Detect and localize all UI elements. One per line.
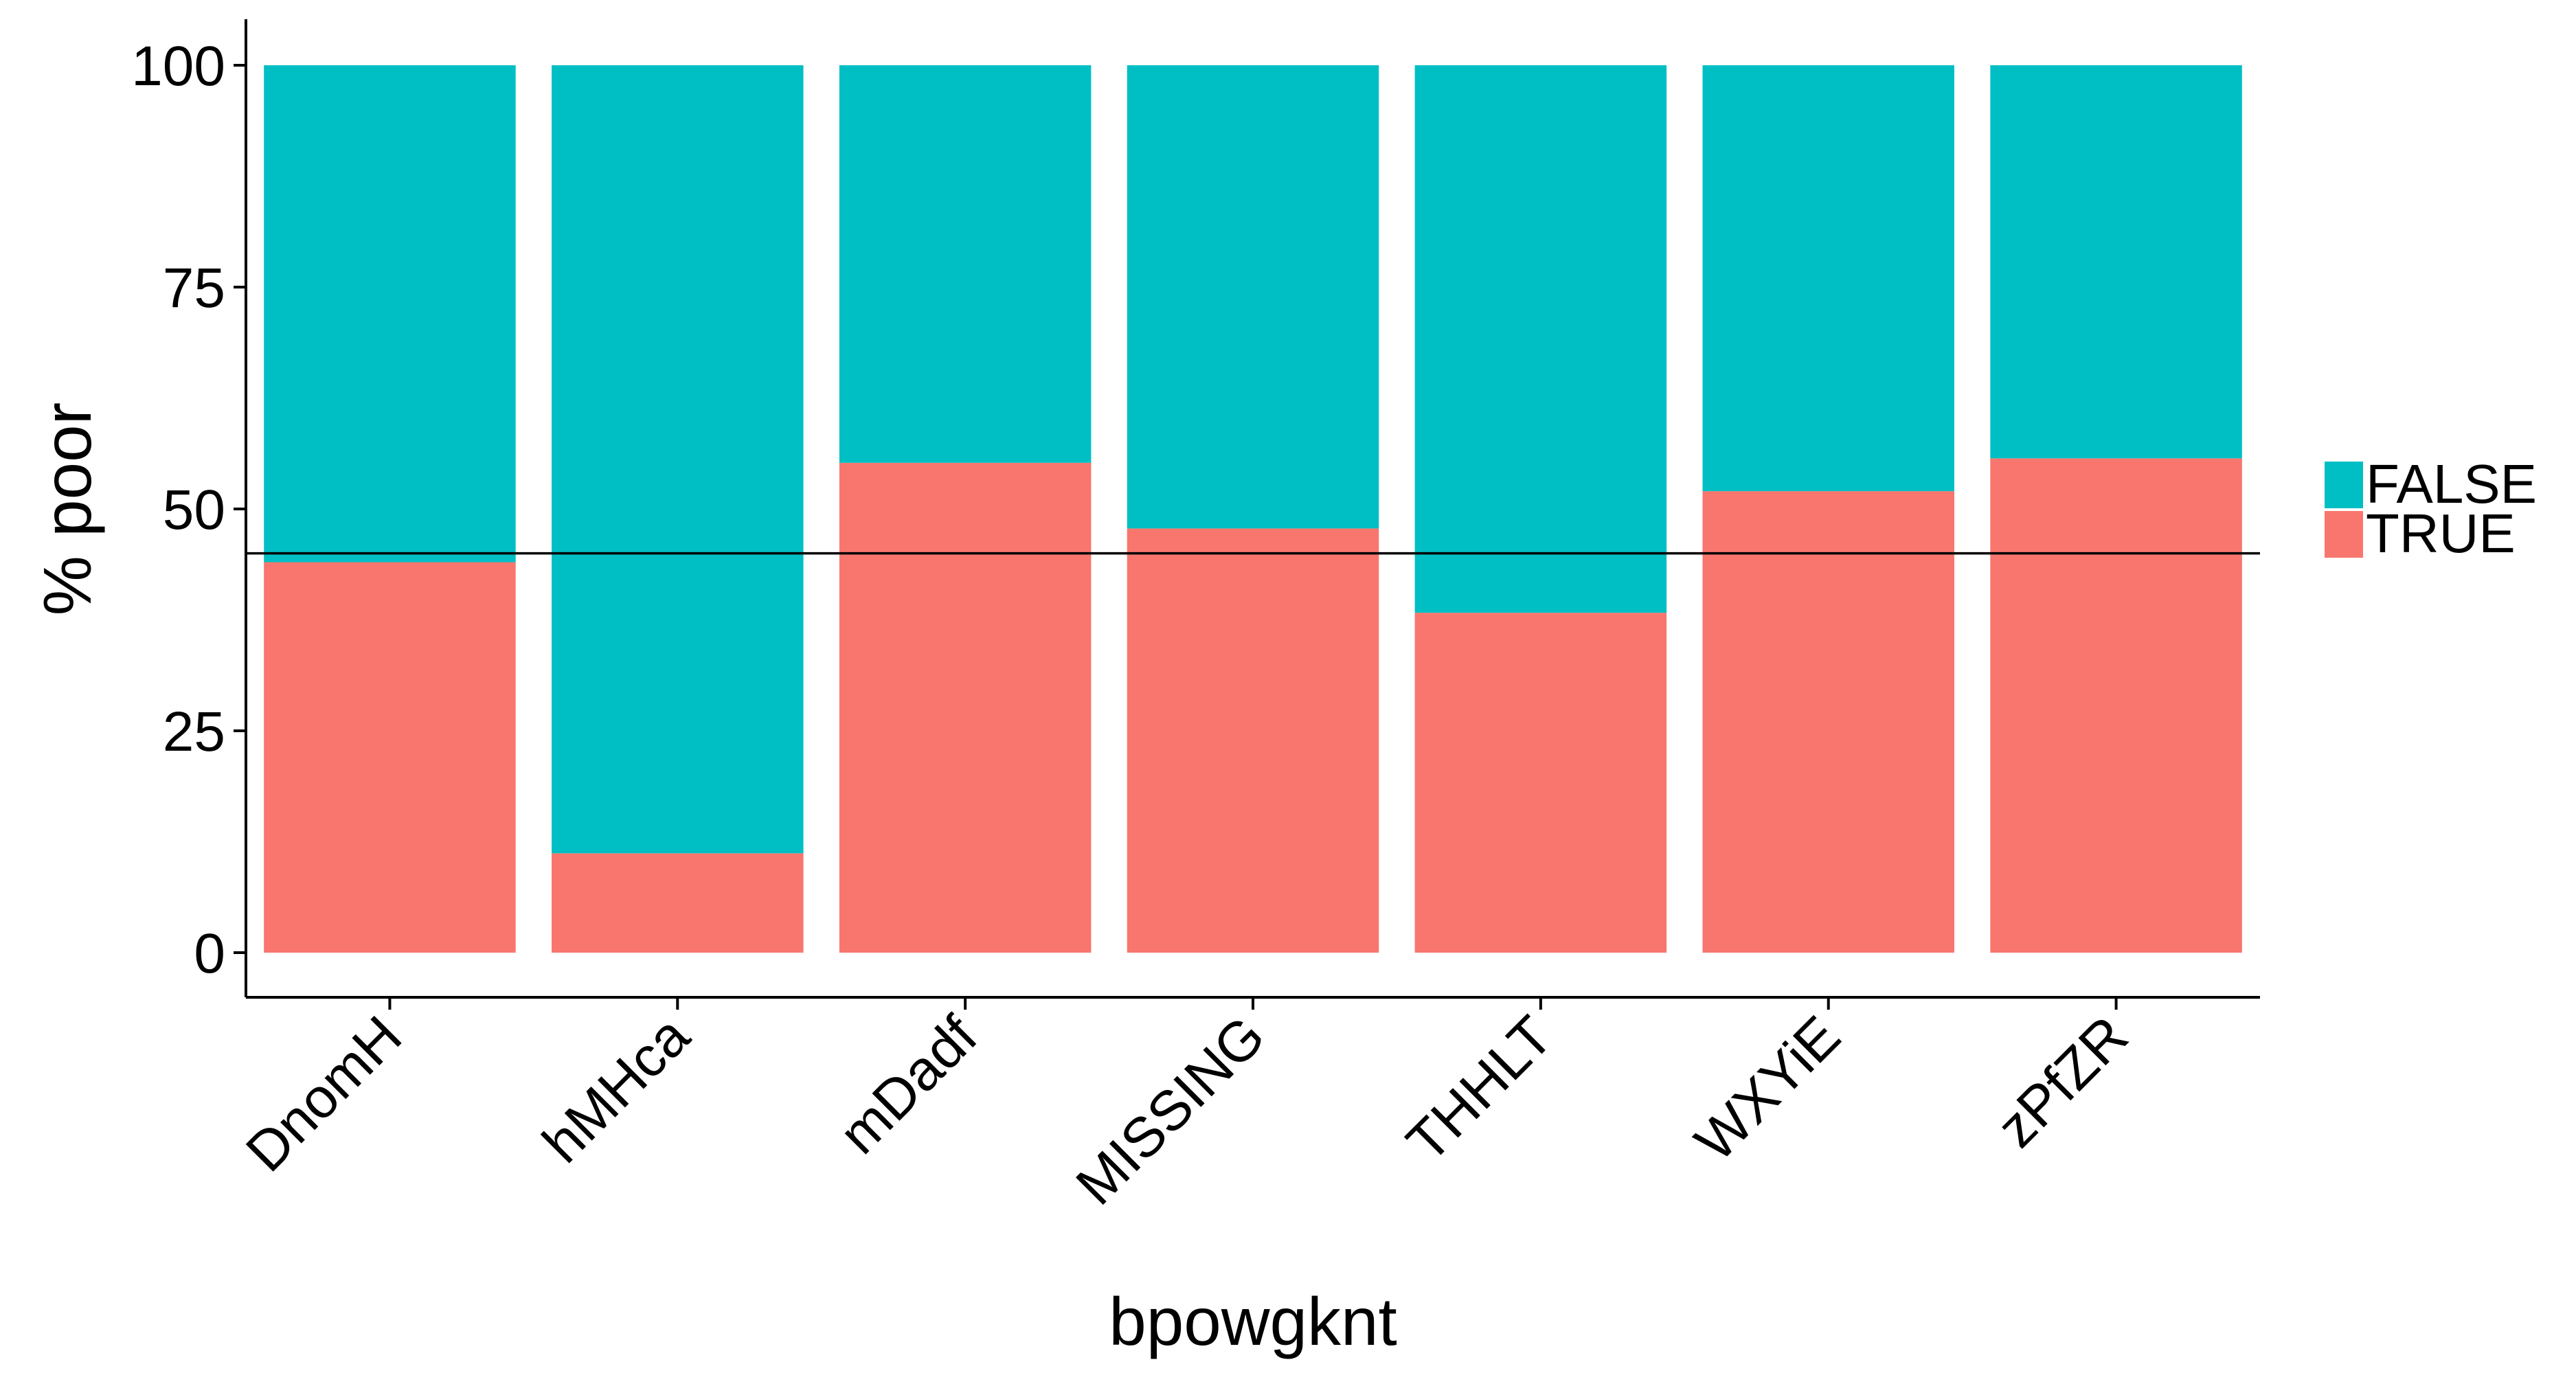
y-tick-label-0: 0: [194, 922, 225, 985]
y-tick-label-50: 50: [163, 479, 225, 541]
y-axis-title: % poor: [30, 402, 105, 616]
bar-true-thhlt: [1414, 613, 1667, 953]
bars-group: [264, 65, 2242, 953]
x-tick-label-mdadf: mDadf: [828, 1004, 989, 1166]
bar-false-thhlt: [1414, 65, 1667, 613]
bar-true-missing: [1127, 528, 1379, 953]
y-tick-label-25: 25: [163, 701, 225, 763]
legend-key-false: [2325, 462, 2363, 508]
bar-false-mdadf: [839, 65, 1092, 463]
bar-true-hmhca: [552, 853, 804, 953]
bar-true-dnomh: [264, 562, 516, 953]
x-tick-label-thhlt: THHLT: [1395, 1004, 1565, 1174]
x-tick-label-missing: MISSING: [1065, 1004, 1277, 1216]
y-ticks-group: 0 25 50 75 100: [131, 35, 246, 985]
x-ticks-group: DnomH hMHca mDadf MISSING THHLT WXYiE zPfZR: [234, 997, 2140, 1217]
legend-label-false: FALSE: [2366, 453, 2537, 514]
x-tick-label-hmhca: hMHca: [531, 1004, 701, 1175]
bar-true-zpfzr: [1990, 458, 2242, 953]
bar-false-missing: [1127, 65, 1379, 529]
x-tick-label-dnomh: DnomH: [234, 1004, 414, 1183]
bar-false-wxyie: [1702, 65, 1954, 492]
y-tick-label-100: 100: [131, 35, 225, 98]
bar-false-dnomh: [264, 65, 516, 563]
y-tick-label-75: 75: [163, 257, 225, 319]
legend-label-true: TRUE: [2366, 503, 2516, 564]
legend-key-true: [2325, 511, 2363, 558]
bar-false-zpfzr: [1990, 65, 2242, 459]
bar-false-hmhca: [552, 65, 804, 854]
bar-true-wxyie: [1702, 491, 1954, 953]
x-axis-title: bpowgknt: [1109, 1284, 1397, 1359]
x-tick-label-zpfzr: zPfZR: [1985, 1004, 2140, 1159]
x-tick-label-wxyie: WXYiE: [1684, 1004, 1853, 1173]
bar-true-mdadf: [839, 462, 1092, 953]
